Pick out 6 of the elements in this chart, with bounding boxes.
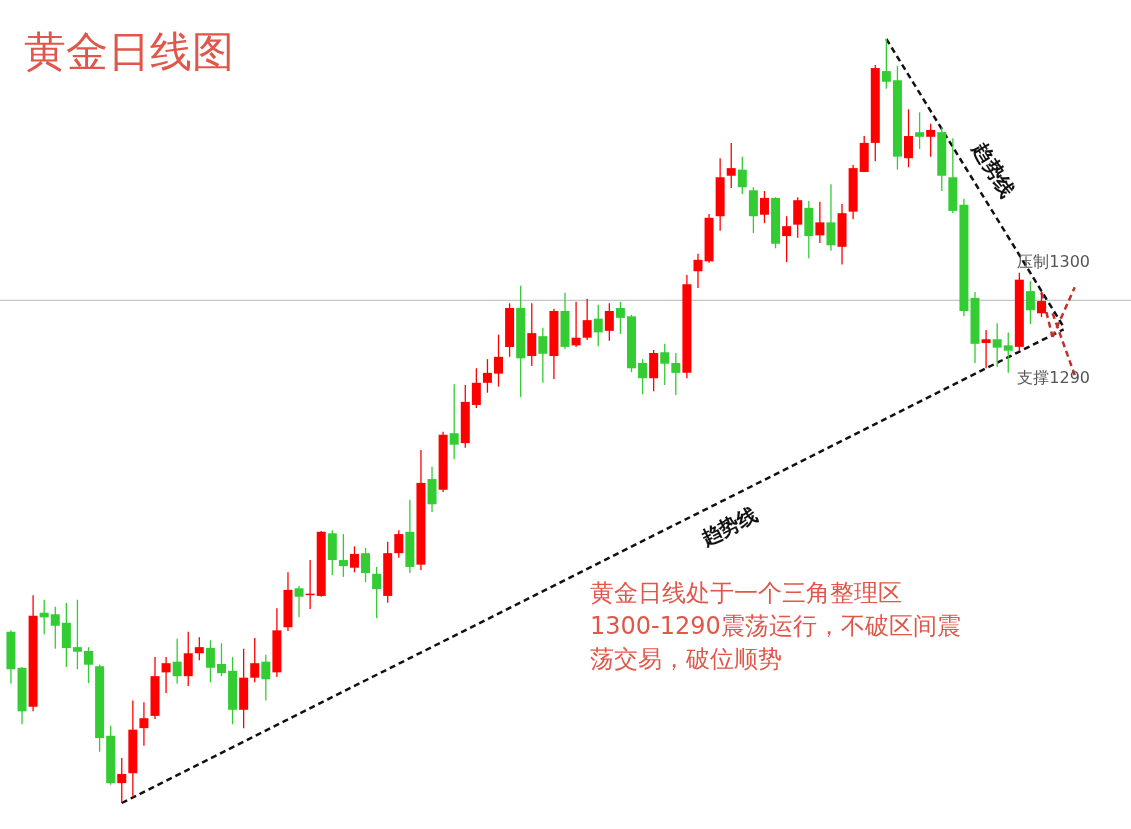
annotation: 支撑1290: [1017, 368, 1090, 387]
chart-title: 黄金日线图: [24, 27, 235, 76]
annotation: 压制1300: [1017, 252, 1090, 271]
text: 趋势线: [967, 136, 1021, 202]
annotation: 黄金日线处于一个三角整理区1300-1290震荡运行，不破区间震荡交易，破位顺势: [590, 579, 961, 673]
text: 趋势线: [696, 502, 762, 552]
